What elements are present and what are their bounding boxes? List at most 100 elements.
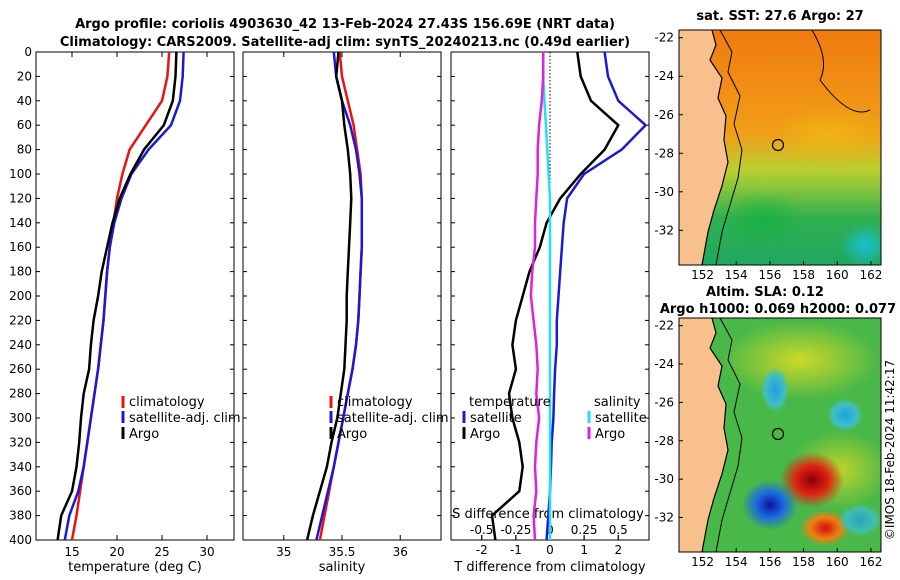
legend-label-t-satellite: satellite — [470, 411, 522, 426]
y-tick-label: 380 — [9, 509, 32, 523]
chart-title-line2: Climatology: CARS2009. Satellite-adj cli… — [60, 35, 630, 50]
sla-map-axes: 152 154 156 158 160 162 -22 -24 -26 -28 -30 -32 — [654, 319, 882, 569]
land-australia — [679, 30, 728, 265]
depth-axis: 0 20 40 60 80 100 120 140 160 180 200 220 240 260 280 3… — [9, 45, 649, 547]
sla-map-title: Altim. SLA: 0.12 — [706, 285, 824, 300]
lat-tick-label: -22 — [654, 31, 674, 45]
y-tick-label: 340 — [9, 460, 32, 474]
legend-title-temperature: temperature — [469, 395, 551, 410]
lat-tick-label: -30 — [654, 472, 674, 486]
series-s-satellite — [541, 52, 552, 540]
y-tick-label: 100 — [9, 167, 32, 181]
t-difference-xlabel: T difference from climatology — [453, 560, 646, 575]
y-tick-label: 80 — [17, 143, 32, 157]
depth-contour — [715, 30, 743, 265]
chart-title-line1: Argo profile: coriolis 4903630_42 13-Feb… — [75, 17, 615, 32]
legend-label-climatology: climatology — [337, 395, 413, 410]
series-argo — [305, 52, 353, 540]
coastline — [701, 318, 729, 552]
x-tick-label: 0 — [546, 543, 554, 557]
sst-green-patch — [725, 190, 805, 250]
lon-tick-label: 154 — [725, 268, 748, 282]
x-tick-label: 15 — [64, 545, 79, 559]
lon-tick-label: 158 — [792, 555, 815, 569]
lon-tick-label: 154 — [725, 555, 748, 569]
s-diff-tick-label: -0.5 — [470, 523, 493, 537]
salinity-series — [305, 52, 364, 540]
lat-tick-label: -28 — [654, 146, 674, 160]
lat-tick-label: -28 — [654, 434, 674, 448]
sst-map-title: sat. SST: 27.6 Argo: 27 — [696, 9, 863, 24]
argo-position-marker — [771, 138, 785, 152]
lat-tick-label: -24 — [654, 357, 674, 371]
sla-low-eddy-east — [827, 399, 863, 431]
s-diff-tick-label: -0.25 — [500, 523, 531, 537]
lat-tick-label: -22 — [654, 319, 674, 333]
y-tick-label: 220 — [9, 313, 32, 327]
sst-map-frame — [678, 29, 882, 266]
x-tick-label: 35.5 — [329, 545, 356, 559]
salinity-x-axis: 35 35.5 36 — [276, 52, 408, 559]
sla-low-eddy-se — [838, 504, 881, 536]
lat-tick-label: -26 — [654, 395, 674, 409]
series-s-argo — [529, 52, 545, 540]
s-difference-x-axis: -0.5 -0.25 0 0.25 0.5 — [470, 523, 628, 540]
x-tick-label: 30 — [199, 545, 214, 559]
legend-label-s-satellite: satellite — [595, 411, 647, 426]
salinity-legend: climatology satellite-adj. clim Argo — [329, 395, 449, 442]
x-tick-label: 35 — [276, 545, 291, 559]
lat-tick-label: -24 — [654, 69, 674, 83]
sla-low-eddy — [742, 480, 798, 530]
legend-title-salinity: salinity — [594, 395, 641, 410]
x-tick-label: 20 — [109, 545, 124, 559]
series-argo — [56, 52, 178, 540]
sla-map-frame — [678, 317, 882, 553]
depth-contour — [715, 318, 743, 552]
y-tick-label: 260 — [9, 362, 32, 376]
difference-series — [490, 52, 647, 540]
coastline — [701, 30, 729, 265]
lon-tick-label: 156 — [758, 268, 781, 282]
series-t-argo — [490, 52, 620, 540]
y-tick-label: 120 — [9, 191, 32, 205]
difference-legend: temperature satellite Argo salinity sate… — [462, 395, 647, 442]
lat-tick-label: -30 — [654, 185, 674, 199]
y-tick-label: 0 — [24, 45, 32, 59]
y-tick-label: 160 — [9, 240, 32, 254]
copyright-label: ©IMOS 18-Feb-2024 11:42:17 — [883, 360, 897, 540]
y-tick-label: 180 — [9, 265, 32, 279]
y-tick-label: 20 — [17, 69, 32, 83]
y-tick-label: 300 — [9, 411, 32, 425]
series-satellite-adj-clim — [63, 52, 185, 540]
lon-tick-label: 160 — [826, 268, 849, 282]
sla-map-image — [679, 318, 881, 552]
x-tick-label: 36 — [393, 545, 408, 559]
s-diff-tick-label: 0.5 — [609, 523, 628, 537]
lat-tick-label: -26 — [654, 108, 674, 122]
legend-label-argo: Argo — [129, 427, 159, 442]
legend-label-satellite: satellite-adj. clim — [129, 411, 241, 426]
y-tick-label: 200 — [9, 289, 32, 303]
y-tick-label: 400 — [9, 533, 32, 547]
y-tick-label: 240 — [9, 338, 32, 352]
lon-tick-label: 162 — [859, 555, 882, 569]
lon-tick-label: 152 — [691, 268, 714, 282]
s-diff-tick-label: 0.25 — [571, 523, 598, 537]
lon-tick-label: 152 — [691, 555, 714, 569]
temperature-legend: climatology satellite-adj. clim Argo — [121, 395, 241, 442]
legend-label-argo: Argo — [337, 427, 367, 442]
lon-tick-label: 160 — [826, 555, 849, 569]
legend-label-t-argo: Argo — [470, 427, 500, 442]
lon-tick-label: 158 — [792, 268, 815, 282]
temperature-axes — [35, 51, 235, 541]
temperature-xlabel: temperature (deg C) — [68, 560, 202, 575]
sla-high-eddy-south — [800, 510, 850, 546]
lat-tick-label: -32 — [654, 510, 674, 524]
land-australia — [679, 318, 728, 552]
lon-tick-label: 162 — [859, 268, 882, 282]
x-tick-label: 1 — [580, 543, 588, 557]
legend-label-satellite: satellite-adj. clim — [337, 411, 449, 426]
sla-high-eddy — [780, 452, 844, 508]
y-tick-label: 280 — [9, 387, 32, 401]
